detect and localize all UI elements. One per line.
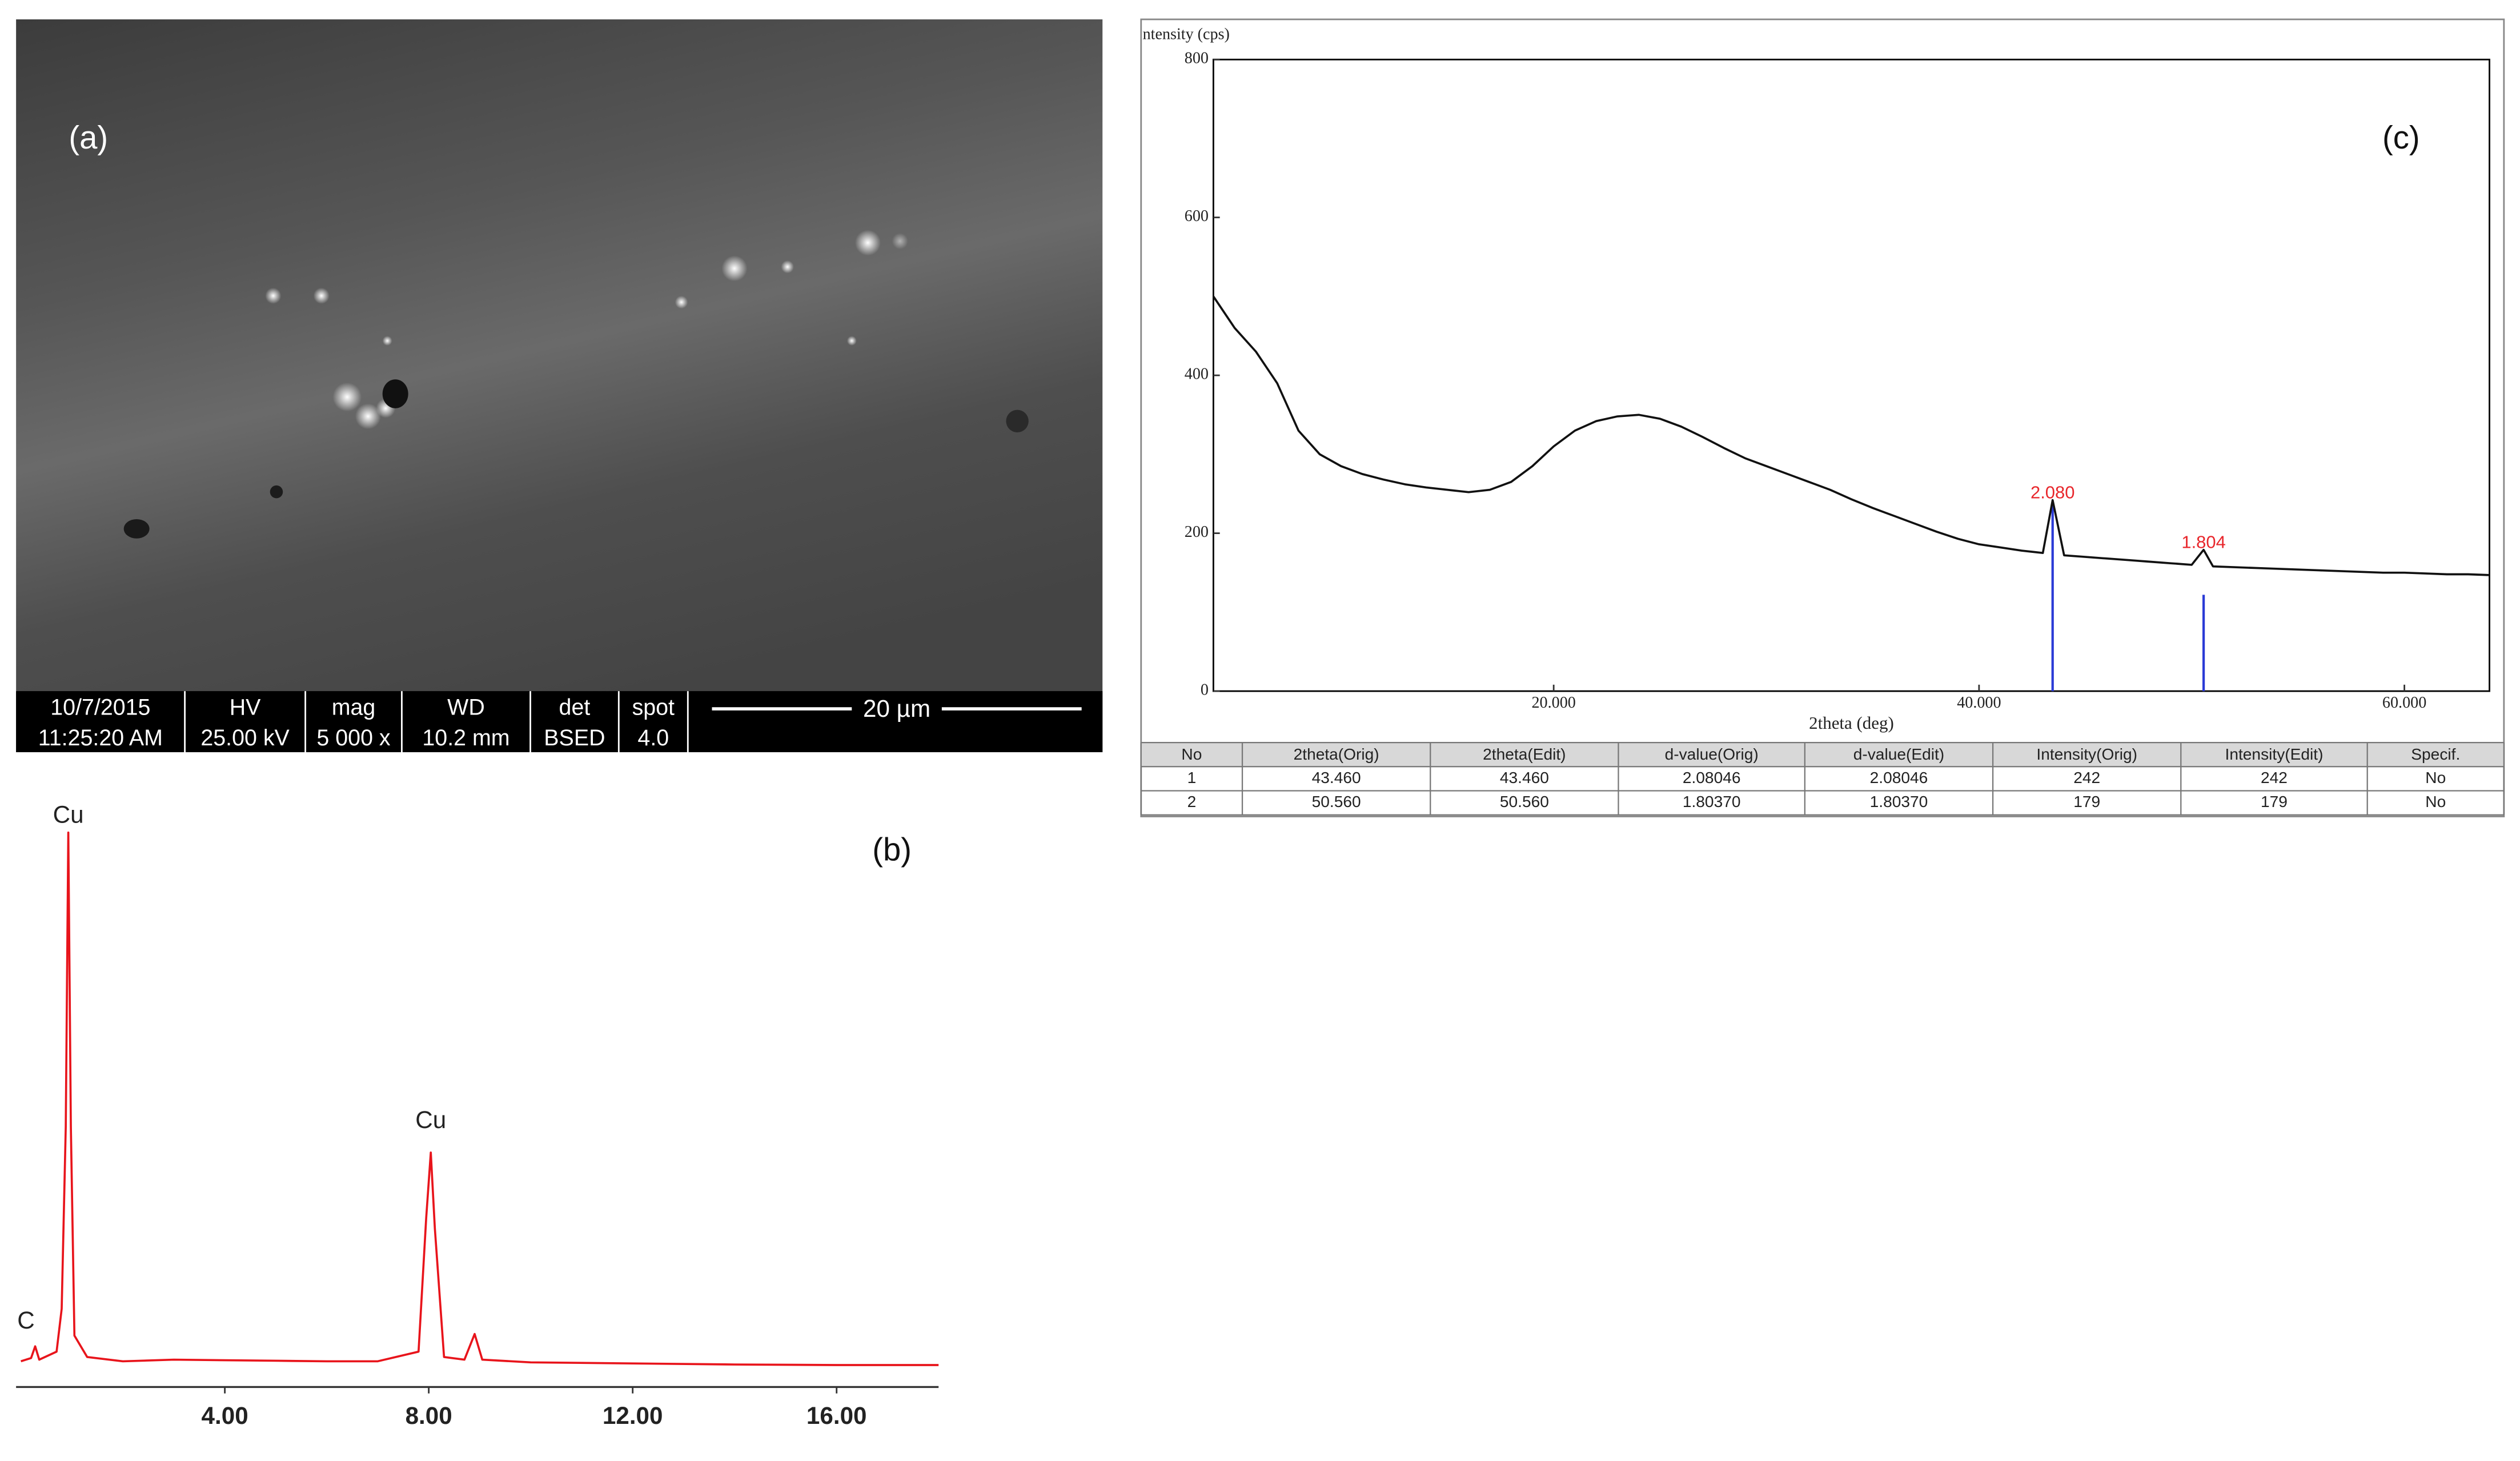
table-header: d-value(Edit) xyxy=(1853,745,1944,763)
annotation: Cu xyxy=(53,801,84,828)
table-cell: 50.560 xyxy=(1500,793,1549,810)
annotation: 1.804 xyxy=(2181,532,2225,552)
info-value: BSED xyxy=(544,725,605,750)
table-cell: 179 xyxy=(2073,793,2100,810)
panel-label: (c) xyxy=(2382,119,2420,155)
table-header: Intensity(Orig) xyxy=(2036,745,2137,763)
x-axis-label: 2theta (deg) xyxy=(1809,713,1894,733)
xrd-frame xyxy=(1140,18,2505,817)
table-cell: 43.460 xyxy=(1500,769,1549,786)
x-tick-label: 8.00 xyxy=(406,1402,452,1429)
info-value: 25.00 kV xyxy=(200,725,290,750)
y-tick-label: 800 xyxy=(1185,50,1209,67)
table-cell: 179 xyxy=(2261,793,2288,810)
info-header: 10/7/2015 xyxy=(50,695,150,720)
info-value: 10.2 mm xyxy=(422,725,509,750)
scale-bar-label: 20 µm xyxy=(863,695,930,722)
annotation: C xyxy=(17,1307,34,1334)
x-tick-label: 40.000 xyxy=(1957,694,2001,712)
x-tick-label: 4.00 xyxy=(202,1402,248,1429)
sem-background xyxy=(16,19,1103,752)
table-header: d-value(Orig) xyxy=(1665,745,1759,763)
y-axis-label: ntensity (cps) xyxy=(1143,25,1230,43)
x-tick-label: 60.000 xyxy=(2382,694,2426,712)
table-cell: No xyxy=(2425,793,2446,810)
table-cell: 2 xyxy=(1187,793,1197,810)
y-tick-label: 600 xyxy=(1185,207,1209,225)
y-tick-label: 400 xyxy=(1185,366,1209,383)
data-line xyxy=(1212,295,2490,576)
panel-label: (a) xyxy=(69,119,108,155)
table-header: No xyxy=(1181,745,1202,763)
plot-frame xyxy=(1212,58,2490,692)
info-header: det xyxy=(559,695,591,720)
y-tick-label: 200 xyxy=(1185,523,1209,541)
info-value: 4.0 xyxy=(637,725,669,750)
data-line xyxy=(21,831,939,1366)
sem-particles xyxy=(123,230,1029,539)
table-cell: 2.08046 xyxy=(1683,769,1741,786)
table-cell: 242 xyxy=(2261,769,2288,786)
table-header: Specif. xyxy=(2411,745,2460,763)
annotation: 2.080 xyxy=(2031,483,2074,503)
info-header: WD xyxy=(447,695,485,720)
sem-image: (a) 10/7/2015 11:25:20 AM HV 25.00 kV mag 5 0… xyxy=(16,19,1103,752)
info-header: mag xyxy=(332,695,376,720)
x-tick-label: 12.00 xyxy=(603,1402,663,1429)
table-cell: 43.460 xyxy=(1312,769,1361,786)
annotation: Cu xyxy=(415,1106,446,1133)
table-header: 2theta(Orig) xyxy=(1294,745,1379,763)
table-cell: 1 xyxy=(1187,769,1197,786)
table-cell: 2.08046 xyxy=(1870,769,1928,786)
table-cell: No xyxy=(2425,769,2446,786)
table-cell: 1.80370 xyxy=(1683,793,1741,810)
table-cell: 50.560 xyxy=(1312,793,1361,810)
info-value: 5 000 x xyxy=(316,725,390,750)
panel-label: (b) xyxy=(872,831,912,867)
table-cell: 1.80370 xyxy=(1870,793,1928,810)
table-header: 2theta(Edit) xyxy=(1483,745,1566,763)
info-cells: 10/7/2015 11:25:20 AM HV 25.00 kV mag 5 000 x… xyxy=(38,691,689,752)
info-header: spot xyxy=(632,695,675,720)
scale-bar-gap xyxy=(852,696,942,722)
x-tick-label: 16.00 xyxy=(806,1402,867,1429)
table-header: Intensity(Edit) xyxy=(2225,745,2324,763)
info-header: HV xyxy=(230,695,261,720)
table-cell: 242 xyxy=(2073,769,2100,786)
y-tick-label: 0 xyxy=(1201,681,1209,699)
table-header-bg xyxy=(1141,742,2504,767)
x-tick-label: 20.000 xyxy=(1531,694,1575,712)
info-value: 11:25:20 AM xyxy=(38,725,163,750)
